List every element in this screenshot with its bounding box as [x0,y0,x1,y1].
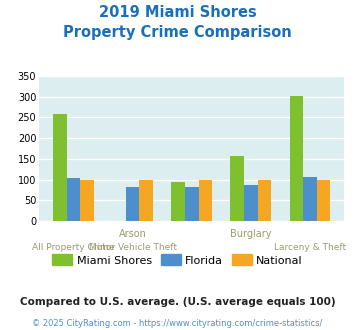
Bar [290,96,303,221]
Legend: Miami Shores, Florida, National: Miami Shores, Florida, National [48,250,307,270]
Bar [230,155,244,221]
Text: Arson: Arson [119,229,147,239]
Text: Larceny & Theft: Larceny & Theft [274,243,346,251]
Bar [53,115,66,221]
Text: Property Crime Comparison: Property Crime Comparison [63,25,292,40]
Bar [126,187,139,221]
Bar [317,180,331,221]
Bar [185,187,198,221]
Bar [303,177,317,221]
Text: 2019 Miami Shores: 2019 Miami Shores [99,5,256,20]
Bar [80,180,94,221]
Text: Motor Vehicle Theft: Motor Vehicle Theft [88,243,176,251]
Text: Compared to U.S. average. (U.S. average equals 100): Compared to U.S. average. (U.S. average … [20,297,335,307]
Text: © 2025 CityRating.com - https://www.cityrating.com/crime-statistics/: © 2025 CityRating.com - https://www.city… [32,319,323,328]
Bar [198,180,212,221]
Bar [139,180,153,221]
Bar [171,182,185,221]
Bar [66,179,80,221]
Bar [244,185,258,221]
Text: All Property Crime: All Property Crime [32,243,115,251]
Text: Burglary: Burglary [230,229,272,239]
Bar [258,180,271,221]
